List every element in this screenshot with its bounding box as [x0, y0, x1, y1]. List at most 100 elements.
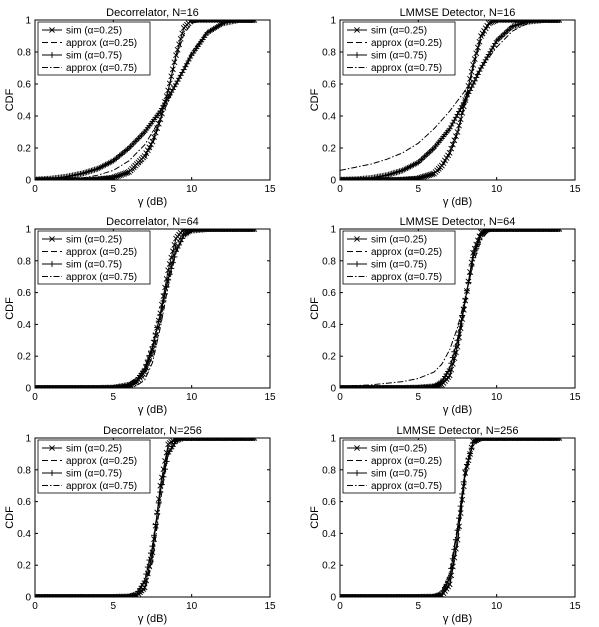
- series-marker: [487, 438, 494, 441]
- series-marker: [63, 385, 70, 388]
- series-marker: [501, 438, 508, 441]
- x-tick-label: 15: [264, 392, 276, 403]
- series-marker: [238, 438, 245, 441]
- series-marker: [551, 20, 558, 23]
- series-marker: [340, 594, 345, 597]
- series-marker: [379, 385, 386, 388]
- series-marker: [488, 229, 495, 232]
- chart-title: Decorrelator, N=64: [106, 216, 199, 228]
- y-tick-label: 0.4: [17, 320, 31, 331]
- y-axis-label: CDF: [309, 88, 321, 111]
- series-marker: [443, 581, 450, 588]
- series-marker: [543, 20, 550, 23]
- series-marker: [377, 385, 384, 388]
- series-marker: [452, 343, 459, 350]
- legend-marker: [354, 470, 360, 476]
- series-marker: [246, 438, 253, 441]
- series-marker: [446, 149, 453, 156]
- series-marker: [210, 229, 217, 232]
- series-marker: [453, 133, 459, 140]
- series-marker: [212, 438, 219, 441]
- series-marker: [63, 594, 70, 597]
- x-axis-label: γ (dB): [443, 404, 472, 416]
- series-marker: [545, 20, 552, 23]
- series-marker: [387, 385, 394, 388]
- y-tick-label: 0: [25, 176, 31, 187]
- legend: sim (α=0.25)approx (α=0.25) sim (α=0.75)a…: [342, 439, 456, 494]
- series-marker: [91, 385, 98, 388]
- series-marker: [503, 229, 510, 232]
- series-marker: [468, 68, 475, 75]
- series-marker: [540, 20, 547, 23]
- series-marker: [357, 594, 364, 597]
- y-tick-label: 0.4: [322, 112, 336, 123]
- chart-title: LMMSE Detector, N=64: [400, 216, 516, 228]
- y-tick-label: 0.8: [322, 256, 336, 267]
- series-marker: [190, 438, 197, 441]
- series-marker: [75, 385, 82, 388]
- series-marker: [243, 438, 250, 441]
- series-marker: [387, 171, 394, 178]
- series-marker: [221, 229, 228, 232]
- series-marker: [245, 438, 252, 441]
- series-marker: [509, 438, 516, 441]
- series-marker: [556, 229, 563, 232]
- series-marker: [182, 438, 189, 441]
- series-marker: [546, 229, 553, 232]
- series-marker: [227, 438, 234, 441]
- series-marker: [248, 438, 255, 441]
- series-marker: [143, 150, 150, 157]
- series-marker: [141, 153, 148, 159]
- legend-marker: [49, 470, 55, 476]
- series-marker: [514, 438, 521, 441]
- series-marker: [384, 594, 390, 597]
- series-marker: [58, 385, 65, 388]
- series-marker: [147, 348, 154, 355]
- y-tick-label: 0.6: [322, 497, 336, 508]
- series-marker: [146, 557, 153, 564]
- series-marker: [68, 385, 75, 388]
- series-marker: [476, 68, 483, 75]
- series-marker: [525, 438, 531, 441]
- series-marker: [553, 20, 560, 23]
- series-marker: [413, 594, 420, 597]
- series-marker: [174, 78, 181, 85]
- series-marker: [546, 20, 553, 23]
- series-marker: [55, 594, 62, 597]
- series-marker: [462, 97, 469, 103]
- series-marker: [74, 385, 81, 388]
- series-marker: [451, 546, 458, 553]
- series-marker: [512, 229, 519, 232]
- series-marker: [388, 170, 395, 177]
- series-marker: [35, 385, 40, 388]
- legend-marker: [354, 445, 360, 451]
- series-marker: [74, 594, 81, 597]
- series-marker: [390, 385, 397, 388]
- series-marker: [42, 594, 49, 597]
- series-marker: [499, 229, 506, 232]
- series-marker: [127, 592, 134, 597]
- series-marker: [487, 48, 494, 55]
- x-tick-label: 10: [186, 392, 198, 403]
- series-marker: [504, 438, 511, 441]
- series-marker: [82, 169, 89, 176]
- series-marker: [224, 229, 231, 232]
- y-axis-label: CDF: [4, 506, 16, 529]
- series-marker: [556, 20, 563, 23]
- x-tick-label: 5: [416, 392, 422, 403]
- series-marker: [166, 80, 173, 87]
- panel-1: 0 5 10 15 0 0.2 0.4 0.6 0.8 1 Decorrelator, N=16 γ …: [4, 7, 276, 208]
- series-marker: [199, 438, 206, 441]
- series-marker: [407, 594, 414, 597]
- series-marker: [391, 385, 398, 388]
- series-marker: [379, 594, 386, 597]
- series-line-4: [340, 20, 560, 171]
- series-marker: [89, 594, 96, 597]
- series-marker: [556, 438, 563, 441]
- series-marker: [223, 438, 230, 441]
- series-marker: [539, 438, 546, 441]
- series-marker: [42, 385, 49, 388]
- series-marker: [121, 170, 128, 177]
- series-marker: [66, 385, 73, 388]
- series-marker: [369, 385, 376, 388]
